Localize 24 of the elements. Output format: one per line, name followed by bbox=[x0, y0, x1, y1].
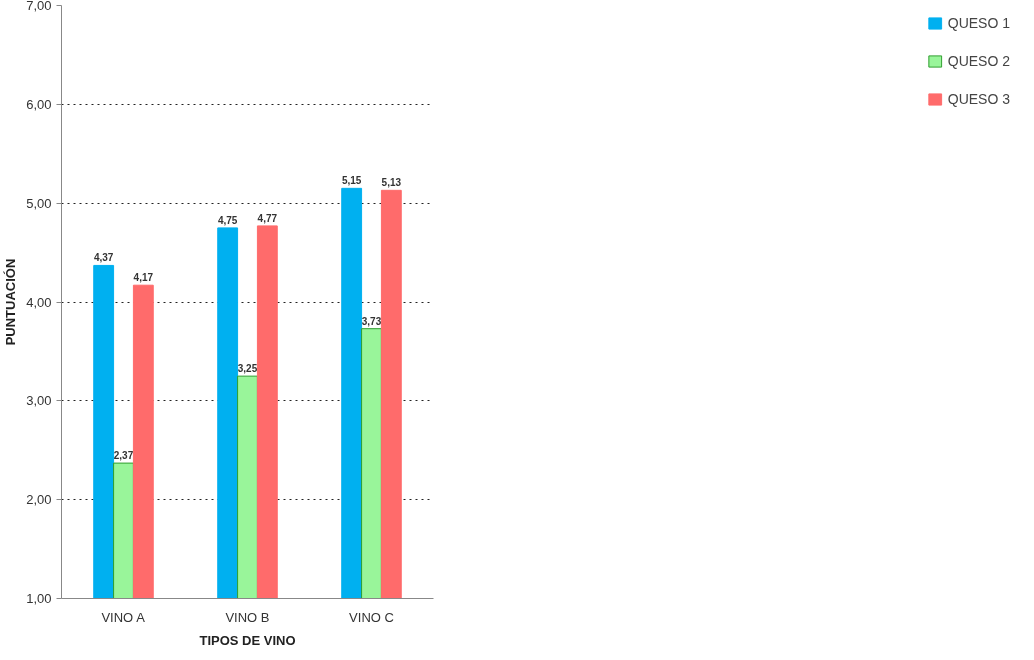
data-label: 5,13 bbox=[381, 177, 402, 189]
x-tick-label: VINO A bbox=[101, 609, 146, 625]
y-tick-label: 3,00 bbox=[26, 393, 52, 409]
legend-label: QUESO 3 bbox=[947, 91, 1010, 107]
y-tick-label: 6,00 bbox=[26, 96, 52, 112]
data-label: 4,17 bbox=[133, 272, 154, 284]
x-tick-label: VINO B bbox=[225, 609, 270, 625]
data-label: 5,15 bbox=[341, 175, 362, 187]
legend-label: QUESO 2 bbox=[947, 53, 1010, 69]
data-label: 2,37 bbox=[113, 450, 134, 462]
x-tick-label: VINO C bbox=[349, 609, 394, 625]
y-axis-title: PUNTUACIÓN bbox=[3, 258, 19, 346]
data-label: 3,25 bbox=[237, 363, 258, 375]
y-tick-label: 4,00 bbox=[26, 294, 52, 310]
data-label: 4,37 bbox=[93, 252, 114, 264]
x-axis-title: TIPOS DE VINO bbox=[199, 632, 296, 648]
data-label: 4,75 bbox=[217, 214, 238, 226]
y-tick-label: 5,00 bbox=[26, 195, 52, 211]
y-tick-label: 2,00 bbox=[26, 492, 52, 508]
y-tick-label: 1,00 bbox=[26, 591, 52, 606]
data-label: 3,73 bbox=[361, 315, 382, 327]
data-label: 4,77 bbox=[257, 212, 278, 224]
legend-label: QUESO 1 bbox=[947, 15, 1010, 31]
y-tick-label: 7,00 bbox=[26, 0, 52, 13]
